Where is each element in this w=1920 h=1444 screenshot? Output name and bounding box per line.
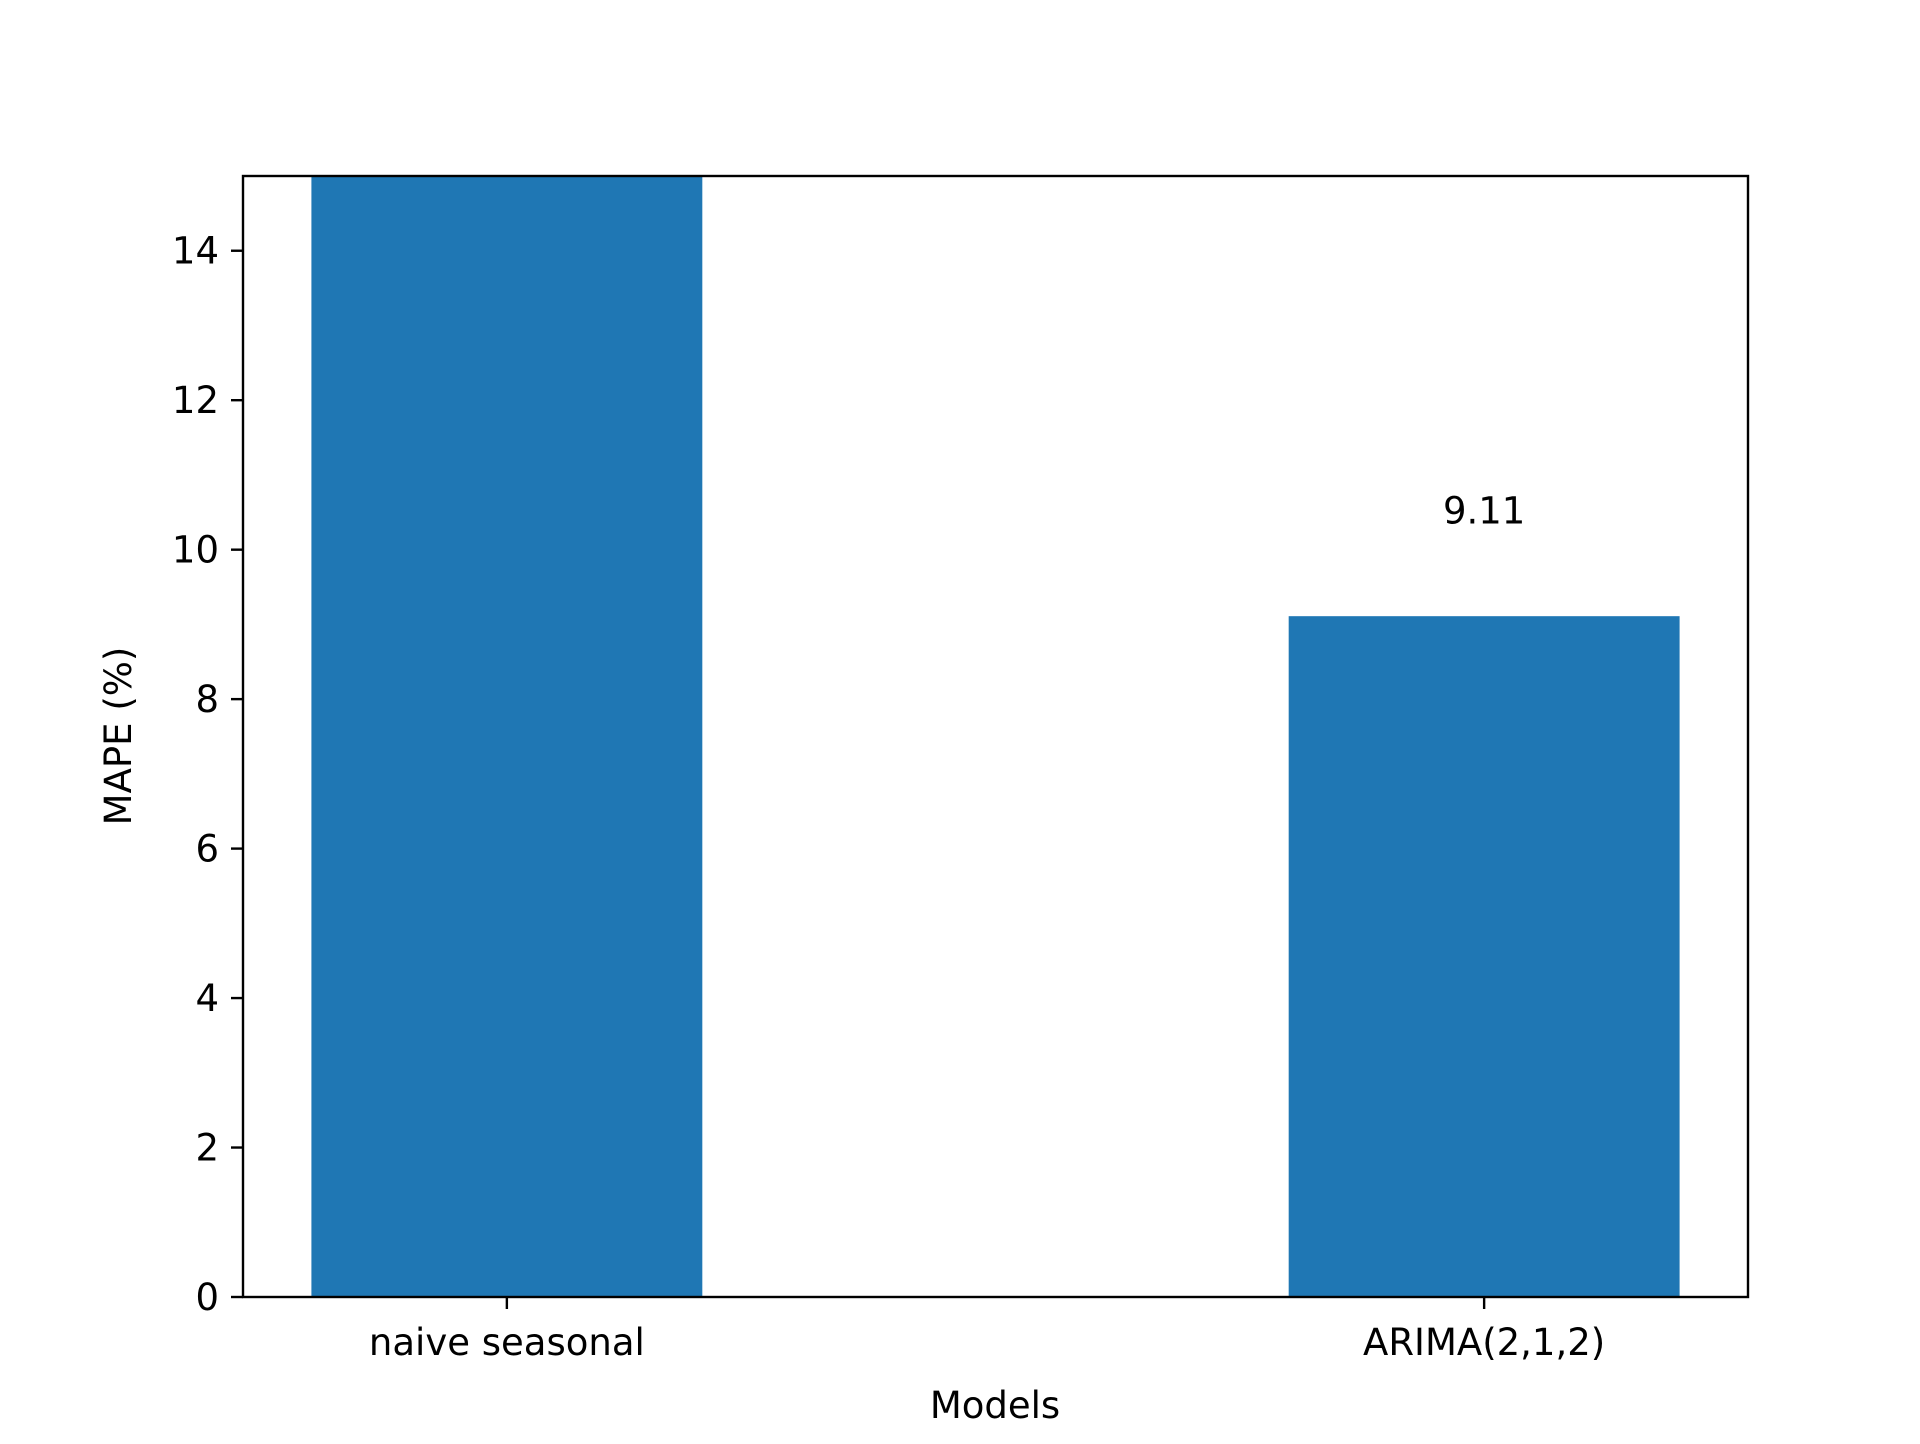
plot-frame <box>241 174 1750 1299</box>
y-tick-label: 8 <box>195 678 219 721</box>
y-tick-label: 14 <box>172 230 219 273</box>
y-tick-label: 4 <box>195 977 219 1020</box>
y-axis-label: MAPE (%) <box>97 647 140 826</box>
bars-group <box>311 176 1680 1297</box>
x-tick-label: ARIMA(2,1,2) <box>1363 1321 1605 1364</box>
y-tick-label: 6 <box>195 828 219 871</box>
y-tick-label: 10 <box>172 529 219 572</box>
data-labels-group: 9.11 <box>1443 489 1525 532</box>
bar-1 <box>1288 616 1680 1297</box>
x-axis-ticks: naive seasonal ARIMA(2,1,2) <box>369 1297 1605 1364</box>
y-tick-label: 12 <box>172 379 219 422</box>
bar-value-label: 9.11 <box>1443 489 1525 532</box>
y-tick-label: 0 <box>195 1276 219 1319</box>
y-tick-label: 2 <box>195 1127 219 1170</box>
x-tick-label: naive seasonal <box>369 1321 645 1364</box>
y-axis-ticks: 0 2 4 6 8 10 12 14 <box>172 230 243 1319</box>
x-axis-label: Models <box>930 1384 1060 1427</box>
bar-0 <box>311 176 703 1297</box>
